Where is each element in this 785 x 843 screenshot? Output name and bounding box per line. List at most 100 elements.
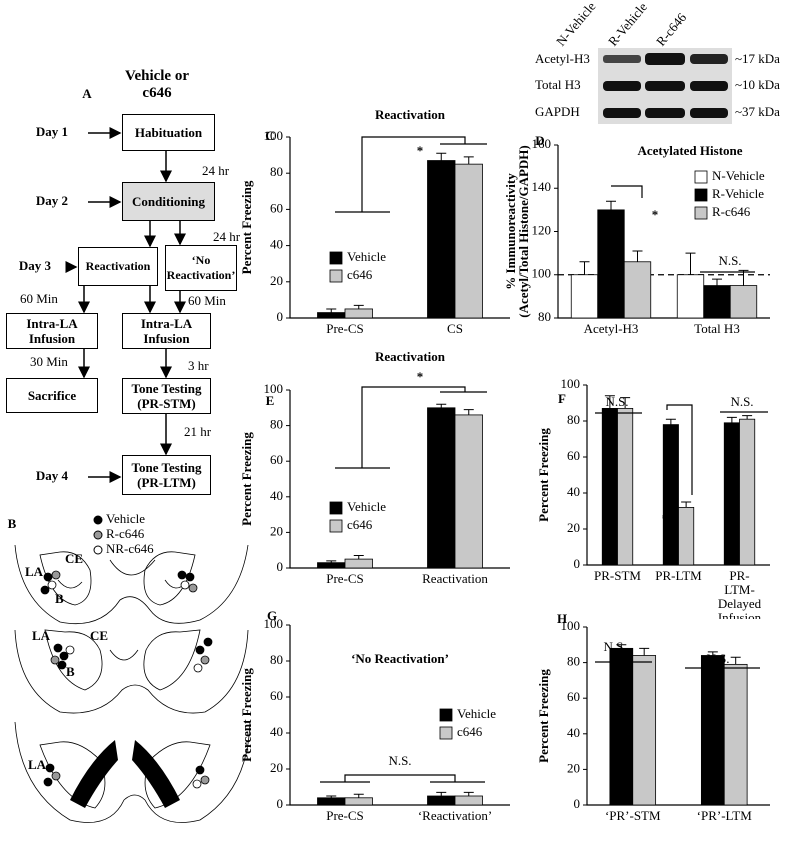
brain-sections: [14, 544, 251, 823]
legend-dot: [93, 515, 103, 525]
y-tick-label: 60: [567, 689, 580, 704]
bar: [623, 261, 652, 319]
error-bar: [436, 152, 447, 161]
bar: [427, 160, 456, 319]
legend-label: Vehicle: [347, 249, 386, 264]
lane-label: R-Vehicle: [605, 0, 650, 49]
error-bar: [579, 261, 590, 275]
bar: [609, 647, 634, 806]
annotation: N.S.: [388, 753, 411, 768]
chart-title: ‘No Reactivation’: [351, 651, 449, 666]
bar: [317, 312, 346, 319]
x-tick-label: Pre-CS: [326, 322, 364, 336]
region-label: LA: [32, 628, 51, 643]
legend-swatch: [329, 269, 343, 283]
x-tick-label-box: PR-LTM- Delayed Infusion: [718, 569, 761, 619]
bar: [344, 308, 373, 319]
legend-label: c646: [347, 267, 373, 282]
significance-bracket: [595, 404, 768, 495]
legend-text: R-c646: [106, 526, 145, 541]
y-axis-label: Percent Freezing: [239, 432, 254, 526]
x-tick-label-box: CS: [447, 322, 463, 336]
y-tick-label: 80: [270, 417, 283, 432]
bar: [703, 285, 731, 319]
y-tick-label: 140: [532, 179, 552, 194]
legend-swatch: [329, 501, 343, 515]
y-tick-label: 0: [277, 796, 284, 811]
panel-letter: D: [535, 133, 544, 148]
bar: [597, 209, 625, 319]
error-bar: [738, 269, 749, 286]
bar: [617, 407, 634, 566]
lane-label: R-c646: [653, 10, 689, 49]
region-label: B: [66, 664, 75, 679]
flow-box: Tone Testing (PR-LTM): [122, 455, 211, 495]
error-bar: [463, 791, 474, 796]
day-label: Day 1: [36, 124, 68, 139]
bar: [632, 655, 657, 806]
size-label: ~37 kDa: [735, 104, 780, 119]
day-label: Day 3: [19, 258, 52, 273]
bar: [676, 274, 705, 319]
error-bar: [620, 397, 631, 409]
x-tick-label-box: ‘PR’-STM: [605, 809, 661, 823]
brain-fibers: [70, 740, 180, 808]
significance-bracket: [335, 136, 487, 213]
error-bar: [353, 793, 364, 798]
error-bar: [353, 555, 364, 560]
panel-letter: B: [8, 516, 17, 531]
legend-swatch: [694, 170, 708, 184]
x-tick-label: Pre-CS: [326, 572, 364, 586]
error-bar: [353, 304, 364, 309]
y-tick-label: 20: [270, 523, 283, 538]
x-tick-label: Acetyl-H3: [583, 322, 639, 336]
size-label: ~10 kDa: [735, 77, 780, 92]
y-tick-label: 40: [270, 237, 283, 252]
annotation: N.S.: [718, 253, 741, 268]
error-bar: [665, 418, 676, 425]
y-axis-label: Percent Freezing: [536, 428, 551, 522]
legend-label: Vehicle: [457, 706, 496, 721]
error-bar: [712, 278, 722, 286]
interval: 60 Min: [20, 291, 58, 306]
bar: [454, 414, 483, 569]
y-axis-label: Percent Freezing: [239, 180, 254, 274]
error-bar: [463, 409, 474, 415]
legend-label: N-Vehicle: [712, 168, 765, 183]
legend-label: Vehicle: [347, 499, 386, 514]
legend-text: Vehicle: [106, 511, 145, 526]
legend-swatch: [329, 251, 343, 265]
error-bar: [616, 644, 627, 649]
interval: 24 hr: [202, 163, 230, 178]
y-axis-label: (Acetyl/Total Histone/GAPDH): [516, 145, 531, 317]
panel-letter: A: [82, 86, 92, 101]
significance-bracket: [595, 661, 760, 669]
legend-label: R-c646: [712, 204, 751, 219]
region-label: LA: [28, 757, 47, 772]
interval: 21 hr: [184, 424, 212, 439]
y-tick-label: 80: [567, 412, 580, 427]
y-tick-label: 20: [567, 760, 580, 775]
error-bar: [436, 403, 447, 408]
annotation: *: [417, 143, 424, 158]
legend-swatch: [439, 726, 453, 740]
panel-heading: Vehicle or c646: [124, 68, 189, 101]
y-tick-label: 60: [567, 448, 580, 463]
bar: [662, 424, 679, 566]
y-tick-label: 0: [277, 309, 284, 324]
x-tick-label: PR-STM: [594, 569, 641, 583]
annotation: N.S.: [605, 394, 628, 409]
bar: [723, 663, 748, 806]
bar: [601, 407, 618, 566]
bar: [678, 506, 695, 566]
bar: [454, 163, 483, 319]
x-tick-label-box: Pre-CS: [326, 809, 364, 823]
error-bar: [681, 501, 692, 508]
chart-title: Reactivation: [375, 107, 446, 122]
lane-label: N-Vehicle: [553, 0, 599, 49]
interval: 3 hr: [188, 358, 209, 373]
y-axis-label: % Immunoreactivity: [503, 173, 518, 290]
legend-swatch: [329, 519, 343, 533]
